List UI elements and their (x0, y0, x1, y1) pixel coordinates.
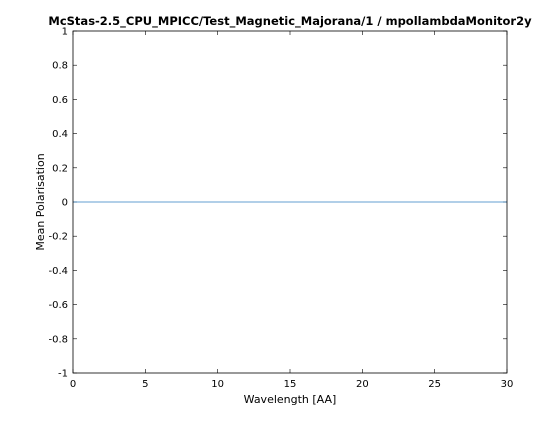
plot-frame (72, 30, 508, 374)
y-tick-label: 1 (62, 27, 68, 38)
x-axis-label: Wavelength [AA] (244, 393, 337, 406)
x-tick-label: 5 (142, 379, 148, 390)
x-tick-label: 20 (356, 379, 369, 390)
y-tick-label: 0.8 (52, 61, 68, 72)
y-tick-label: -0.8 (48, 334, 68, 345)
ticks-layer: 0 5 10 15 20 25 30 -1 -0.8 -0.6 -0.4 -0.2 0 0.2 0.4 0.6… (48, 27, 513, 391)
x-tick-label: 25 (428, 379, 441, 390)
y-tick-label: -0.4 (48, 266, 68, 277)
y-tick-label: 0.4 (52, 129, 68, 140)
x-tick-label: 10 (211, 379, 224, 390)
y-tick-label: 0.6 (52, 95, 68, 106)
chart-title: McStas-2.5_CPU_MPICC/Test_Magnetic_Major… (48, 14, 532, 29)
x-tick-label: 0 (70, 379, 76, 390)
y-tick-label: 0 (62, 198, 68, 209)
y-tick-label: 0.2 (52, 163, 68, 174)
y-tick-label: -1 (58, 369, 68, 380)
y-tick-label: -0.2 (48, 232, 68, 243)
x-tick-label: 15 (284, 379, 297, 390)
y-axis-label: Mean Polarisation (34, 153, 47, 250)
y-tick-label: -0.6 (48, 300, 68, 311)
x-tick-label: 30 (501, 379, 514, 390)
